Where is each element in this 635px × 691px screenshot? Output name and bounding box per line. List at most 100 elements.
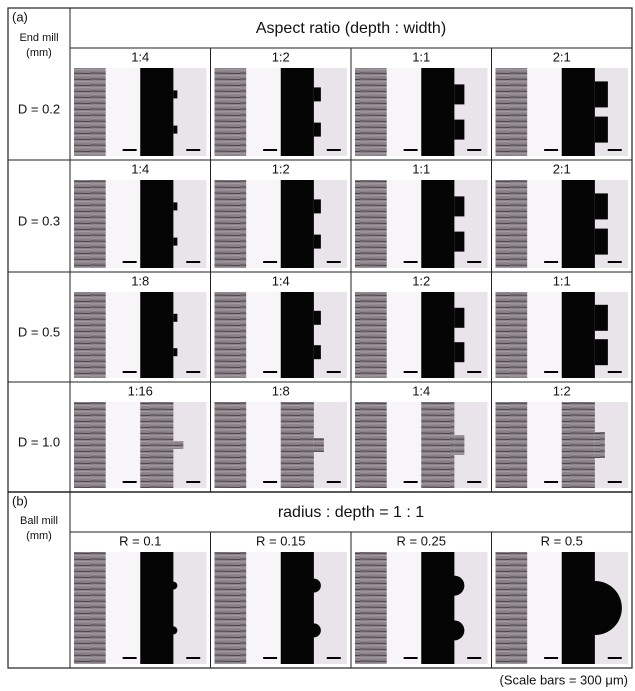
side-title: Ball mill (20, 515, 58, 527)
feature (454, 308, 464, 328)
channel-gap (527, 552, 561, 664)
sample-section (74, 402, 106, 488)
mold-section (562, 68, 595, 156)
feature (314, 199, 321, 213)
mold-section (140, 402, 173, 488)
row-label: D = 0.3 (18, 213, 60, 228)
sample-section (355, 292, 387, 378)
sample-section (355, 180, 387, 268)
feature (568, 581, 622, 635)
mold-section (562, 180, 595, 268)
mold-section (281, 552, 314, 664)
cell-label: R = 0.5 (541, 533, 583, 548)
channel-gap (106, 292, 140, 378)
cell-label: 1:2 (272, 49, 290, 64)
cell-label: 1:4 (412, 383, 430, 398)
mold-section (421, 68, 454, 156)
feature (173, 90, 177, 98)
sample-section (496, 68, 528, 156)
feature (307, 579, 321, 593)
cell-label: 1:2 (553, 383, 571, 398)
sample-section (215, 552, 247, 664)
channel-gap (387, 402, 421, 488)
cell-label: 1:2 (412, 273, 430, 288)
sample-section (355, 68, 387, 156)
sample-section (215, 68, 247, 156)
cell-label: 1:2 (272, 161, 290, 176)
cell-label: 1:8 (131, 273, 149, 288)
row-label: D = 0.5 (18, 324, 60, 339)
cell-label: 2:1 (553, 49, 571, 64)
feature (169, 626, 177, 634)
mold-section (281, 292, 314, 378)
feature (595, 432, 605, 458)
feature (595, 229, 608, 255)
feature (595, 117, 608, 143)
sample-section (496, 292, 528, 378)
side-title: End mill (19, 32, 58, 44)
feature (454, 435, 464, 455)
mold-section (281, 68, 314, 156)
part-label: (a) (12, 9, 28, 24)
mold-section (140, 68, 173, 156)
mold-section (140, 552, 173, 664)
cell-label: 1:4 (131, 161, 149, 176)
feature (444, 620, 464, 640)
sample-section (496, 402, 528, 488)
sample-section (355, 552, 387, 664)
channel-gap (106, 180, 140, 268)
feature (173, 238, 177, 246)
row-label: D = 0.2 (18, 101, 60, 116)
cell-label: 1:1 (412, 161, 430, 176)
feature (173, 441, 183, 449)
channel-gap (246, 402, 280, 488)
channel-gap (387, 552, 421, 664)
feature (169, 582, 177, 590)
channel-gap (246, 68, 280, 156)
cell-label: R = 0.1 (119, 533, 161, 548)
feature (173, 202, 177, 210)
cell-label: 1:4 (131, 49, 149, 64)
cell-label: 1:1 (553, 273, 571, 288)
channel-gap (106, 68, 140, 156)
feature (314, 123, 321, 137)
feature (314, 438, 324, 452)
sample-section (215, 180, 247, 268)
mold-section (281, 402, 314, 488)
channel-gap (246, 552, 280, 664)
mold-section (562, 292, 595, 378)
feature (595, 339, 608, 365)
cell-label: 1:1 (412, 49, 430, 64)
feature (595, 193, 608, 219)
sample-section (496, 180, 528, 268)
cell-label: 1:16 (128, 383, 153, 398)
mold-section (421, 180, 454, 268)
cell-label: R = 0.25 (396, 533, 446, 548)
feature (454, 84, 464, 104)
sample-section (215, 402, 247, 488)
feature (595, 81, 608, 107)
row-label: D = 1.0 (18, 434, 60, 449)
feature (454, 120, 464, 140)
cell-label: 1:8 (272, 383, 290, 398)
channel-gap (527, 402, 561, 488)
channel-gap (387, 292, 421, 378)
mold-section (421, 402, 454, 488)
channel-gap (387, 68, 421, 156)
channel-gap (527, 68, 561, 156)
sample-section (496, 552, 528, 664)
channel-gap (246, 292, 280, 378)
mold-section (140, 180, 173, 268)
channel-gap (527, 180, 561, 268)
cell-label: 2:1 (553, 161, 571, 176)
mold-section (140, 292, 173, 378)
sample-section (74, 292, 106, 378)
mold-section (281, 180, 314, 268)
header: Aspect ratio (depth : width) (256, 20, 446, 37)
feature (454, 196, 464, 216)
feature (314, 311, 321, 325)
feature (454, 232, 464, 252)
mold-section (421, 552, 454, 664)
feature (595, 305, 608, 331)
header: radius : depth = 1 : 1 (278, 504, 424, 521)
